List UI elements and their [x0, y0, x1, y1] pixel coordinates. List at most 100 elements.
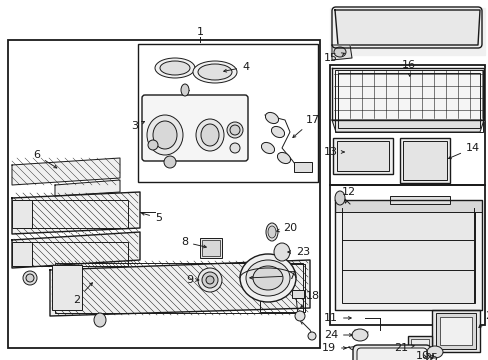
Text: 22: 22: [478, 311, 488, 328]
Bar: [329, 185, 484, 325]
Polygon shape: [331, 45, 351, 60]
Ellipse shape: [193, 61, 237, 83]
Text: 8: 8: [181, 237, 206, 248]
Text: 25: 25: [423, 353, 437, 360]
Bar: [334, 70, 482, 132]
Ellipse shape: [160, 61, 190, 75]
Ellipse shape: [351, 329, 367, 341]
Ellipse shape: [163, 156, 176, 168]
Bar: [439, 317, 471, 345]
Ellipse shape: [277, 152, 290, 163]
Polygon shape: [50, 260, 309, 316]
Text: 15: 15: [324, 53, 344, 63]
Bar: [402, 141, 446, 180]
Bar: [341, 208, 474, 303]
FancyBboxPatch shape: [142, 95, 247, 161]
Text: 9: 9: [185, 275, 198, 285]
Bar: [138, 44, 317, 182]
Text: 14: 14: [447, 143, 479, 159]
Polygon shape: [331, 68, 483, 120]
Bar: [18, 200, 128, 228]
Bar: [200, 238, 222, 258]
Polygon shape: [12, 232, 140, 268]
Ellipse shape: [26, 274, 34, 282]
Bar: [52, 265, 82, 310]
Bar: [202, 240, 220, 256]
Polygon shape: [334, 200, 481, 310]
Ellipse shape: [294, 311, 305, 321]
Ellipse shape: [267, 226, 275, 238]
Polygon shape: [334, 10, 479, 45]
Bar: [291, 290, 304, 298]
Bar: [410, 339, 428, 355]
Text: 10: 10: [415, 351, 429, 360]
Text: 5: 5: [142, 212, 162, 223]
Bar: [148, 98, 163, 106]
Ellipse shape: [261, 143, 274, 154]
Ellipse shape: [198, 268, 222, 292]
Bar: [435, 313, 475, 349]
Ellipse shape: [205, 276, 214, 284]
Text: 24: 24: [323, 330, 351, 340]
Bar: [407, 336, 431, 358]
FancyBboxPatch shape: [352, 345, 430, 360]
Text: 12: 12: [341, 187, 355, 203]
Text: 2: 2: [73, 283, 92, 305]
Text: 4: 4: [223, 62, 248, 72]
Ellipse shape: [426, 346, 442, 358]
Ellipse shape: [23, 271, 37, 285]
Bar: [329, 65, 484, 185]
Ellipse shape: [307, 332, 315, 340]
Ellipse shape: [181, 84, 189, 96]
Bar: [336, 141, 388, 171]
Text: 1: 1: [196, 27, 203, 37]
Polygon shape: [329, 8, 484, 55]
Text: 23: 23: [287, 247, 309, 257]
Text: 21: 21: [393, 343, 413, 353]
Ellipse shape: [198, 64, 231, 80]
Text: 16: 16: [401, 60, 415, 76]
Text: 20: 20: [276, 223, 297, 233]
Text: 11: 11: [324, 313, 350, 323]
Polygon shape: [55, 180, 120, 196]
Ellipse shape: [240, 254, 295, 302]
Ellipse shape: [202, 272, 218, 288]
Bar: [399, 138, 449, 183]
Text: 13: 13: [324, 147, 344, 157]
Bar: [12, 242, 32, 266]
Bar: [337, 73, 479, 128]
Bar: [260, 264, 305, 312]
Ellipse shape: [229, 143, 240, 153]
Ellipse shape: [271, 126, 284, 138]
Bar: [332, 138, 392, 174]
Polygon shape: [331, 120, 483, 132]
Text: 7: 7: [249, 271, 294, 281]
Bar: [293, 162, 311, 172]
Bar: [8, 40, 319, 348]
Ellipse shape: [273, 243, 289, 261]
Ellipse shape: [252, 266, 283, 290]
Ellipse shape: [153, 121, 177, 149]
Text: 3: 3: [131, 121, 144, 131]
Bar: [55, 263, 303, 313]
Text: 18: 18: [300, 291, 320, 307]
Ellipse shape: [226, 122, 243, 138]
Text: 6: 6: [33, 150, 57, 168]
Text: 19: 19: [321, 343, 346, 353]
Ellipse shape: [155, 58, 195, 78]
Ellipse shape: [147, 115, 183, 155]
Ellipse shape: [265, 112, 278, 123]
Ellipse shape: [245, 260, 289, 296]
Polygon shape: [12, 158, 120, 185]
Ellipse shape: [148, 140, 158, 150]
Text: 17: 17: [292, 115, 320, 138]
Bar: [18, 242, 128, 266]
Bar: [224, 98, 240, 106]
Bar: [431, 310, 479, 352]
Bar: [334, 200, 481, 212]
Bar: [389, 196, 449, 204]
Polygon shape: [12, 192, 140, 234]
Ellipse shape: [94, 313, 106, 327]
Ellipse shape: [334, 191, 345, 205]
Ellipse shape: [265, 223, 278, 241]
